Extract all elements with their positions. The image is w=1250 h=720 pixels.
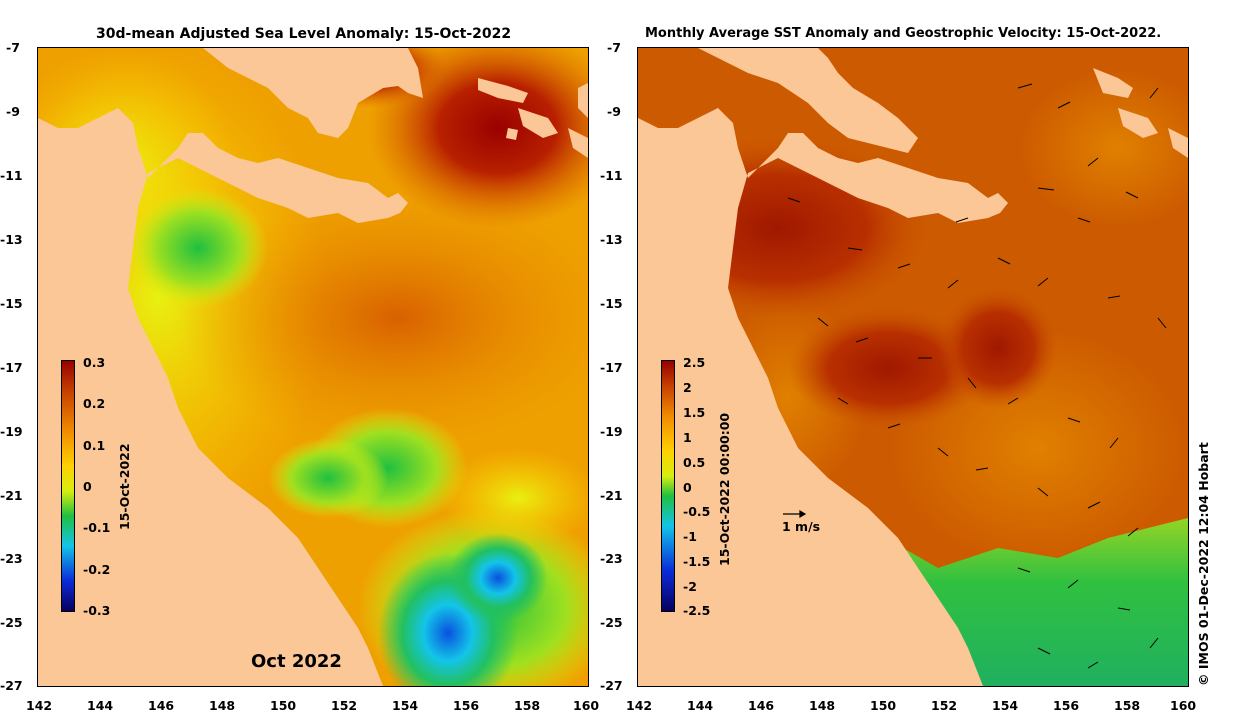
right-colorbar: [661, 360, 675, 612]
velocity-scale-arrow: [783, 509, 807, 519]
geostrophic-velocity-arrows: [787, 83, 1167, 669]
imos-credit: © IMOS 01-Dec-2022 12:04 Hobart: [1196, 442, 1211, 686]
left-colorbar-date: 15-Oct-2022: [117, 443, 132, 530]
left-month-label: Oct 2022: [251, 651, 342, 672]
right-colorbar-date: 15-Oct-2022 00:00:00: [717, 412, 732, 566]
new-guinea-land: [203, 48, 423, 138]
new-guinea-land: [698, 48, 918, 153]
left-colorbar: [61, 360, 75, 612]
australia-land: [638, 108, 1008, 686]
australia-land: [38, 108, 408, 686]
solomon-islands: [478, 78, 528, 103]
right-panel-title: Monthly Average SST Anomaly and Geostrop…: [645, 26, 1162, 41]
scale-arrow-label: 1 m/s: [782, 519, 821, 534]
left-panel-title: 30d-mean Adjusted Sea Level Anomaly: 15-…: [96, 26, 512, 42]
right-map[interactable]: [637, 47, 1189, 687]
sla-green-region: [128, 188, 268, 308]
left-map[interactable]: [37, 47, 589, 687]
